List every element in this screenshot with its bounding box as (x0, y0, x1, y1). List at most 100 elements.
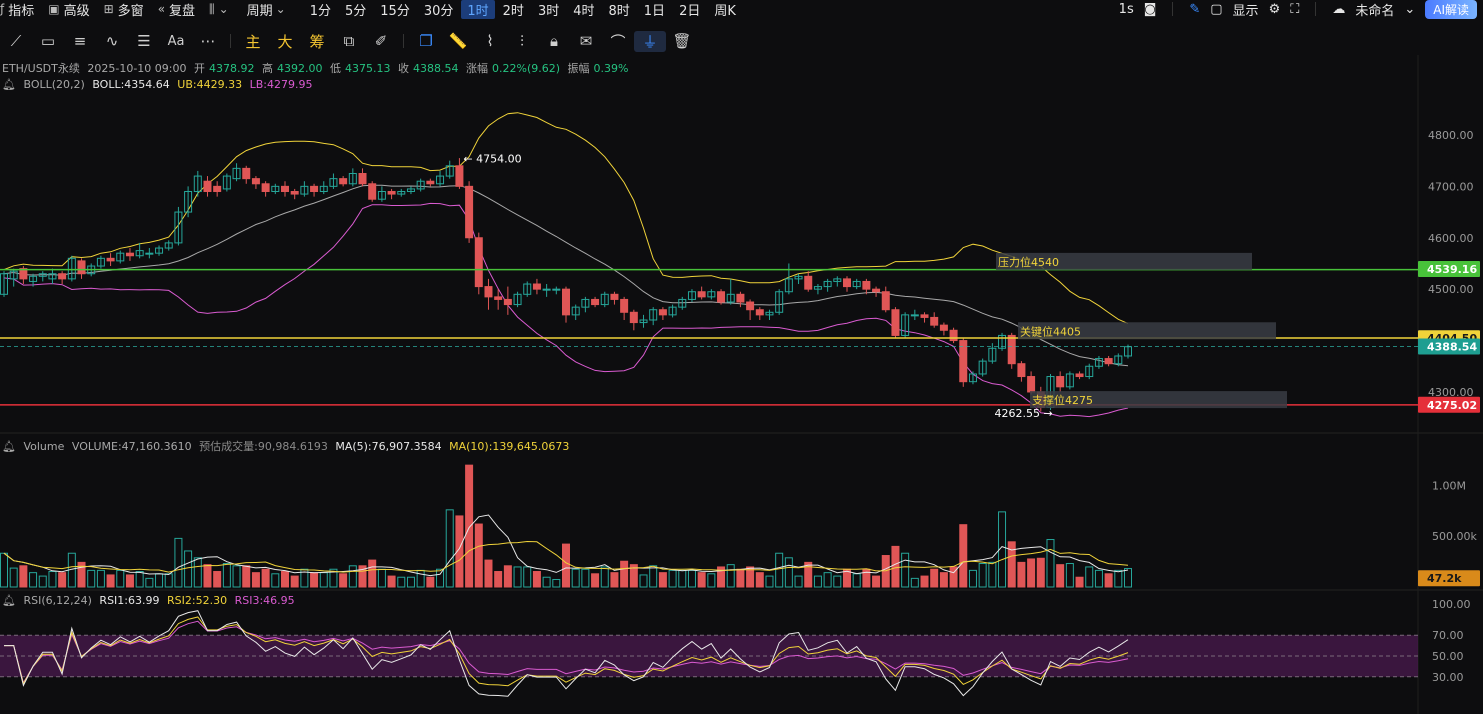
interval-tab-10[interactable]: 2日 (679, 3, 701, 19)
candle (794, 275, 803, 280)
candle (910, 314, 919, 317)
candle (290, 190, 299, 195)
note-icon[interactable]: ✉ (579, 32, 593, 50)
resistance-label: 压力位4540 (998, 255, 1059, 269)
interval-tab-1[interactable]: 5分 (345, 3, 367, 19)
boll-label[interactable]: BOLL(20,2) (23, 78, 85, 91)
interval-tab-9[interactable]: 1日 (643, 3, 666, 19)
lines-tool-icon[interactable]: ≡ (73, 32, 87, 50)
camera-icon[interactable]: ◙ (1143, 1, 1157, 17)
interval-tab-3[interactable]: 30分 (423, 3, 454, 19)
drawing-toolbar: ⟋ ▭ ≡ ∿ ☰ Aa ⋯ 主 大 筹 ⧉ ✐ ❐ 📏 ⌇ ⫶ 🔒︎ ✉ ⌒ … (0, 27, 1483, 55)
main-indicator-button[interactable]: 主 (245, 32, 261, 51)
interval-tab-2[interactable]: 15分 (380, 3, 410, 19)
volume-bar (290, 575, 299, 588)
text-tool-icon[interactable]: Aa (167, 33, 185, 49)
candle (474, 237, 483, 288)
bell-icon[interactable]: 🔔︎ (2, 440, 16, 453)
volume-bar (1114, 569, 1123, 588)
magnet-icon[interactable]: ⌒ (610, 32, 626, 51)
indicator-icon: ƒ (0, 2, 5, 16)
candle (0, 273, 8, 295)
bell-icon[interactable]: 🔔︎ (2, 594, 16, 607)
candle (503, 298, 512, 306)
rsi-label[interactable]: RSI(6,12,24) (23, 594, 92, 607)
line-tool-icon[interactable]: ⟋ (10, 32, 22, 50)
rect-tool-icon[interactable]: ▭ (40, 32, 56, 50)
lock-icon[interactable]: 🔒︎ (550, 32, 558, 50)
list-tool-icon[interactable]: ☰ (137, 32, 151, 50)
volume-bar (503, 565, 512, 588)
indicator-button[interactable]: ƒ 指标 (0, 0, 34, 19)
ruler-icon[interactable]: 📏 (448, 32, 468, 50)
ai-button[interactable]: AI解读 (1425, 0, 1477, 19)
candle (581, 298, 590, 308)
large-order-button[interactable]: 大 (277, 32, 293, 51)
volume-bar (465, 464, 474, 588)
volume-bar (426, 576, 435, 588)
interval-tab-5[interactable]: 2时 (502, 3, 524, 19)
candle (775, 291, 784, 313)
volume-bar (1065, 563, 1074, 588)
volume-bar (377, 568, 386, 588)
replay-button[interactable]: «复盘 (158, 0, 195, 19)
volume-bar (678, 569, 687, 588)
chevron-down-icon[interactable]: ⌄ (1404, 1, 1416, 17)
candle (135, 250, 144, 257)
candle (717, 291, 726, 303)
chart-type-button[interactable]: ⫼ ⌄ (209, 2, 233, 17)
layout-name[interactable]: 未命名 (1355, 3, 1395, 19)
interval-tab-4[interactable]: 1时 (461, 0, 495, 19)
top-bar: ƒ 指标 ▣ 高级 ⊞ 多窗 «复盘 ⫼ ⌄ 周期 ⌄ 1分 5分 15分 30分 1时 2时 3时 4… (0, 0, 1483, 19)
period-label: 周期 (246, 3, 273, 19)
candle (184, 190, 193, 213)
interval-tab-8[interactable]: 8时 (608, 3, 630, 19)
interval-tab-0[interactable]: 1分 (309, 3, 331, 19)
pen-icon[interactable]: ✐ (374, 32, 388, 50)
volume-bar (96, 569, 105, 588)
advanced-button[interactable]: ▣ 高级 (48, 0, 89, 19)
volume-ma10: MA(10):139,645.0673 (449, 440, 570, 453)
candle (1065, 373, 1074, 388)
chip-button[interactable]: 筹 (309, 32, 325, 51)
fullscreen-icon[interactable]: ⛶ (1290, 1, 1300, 17)
filter-icon[interactable]: ⏚ (634, 30, 666, 52)
edit-icon[interactable]: ⧉ (343, 32, 355, 50)
wave-tool-icon[interactable]: ∿ (105, 32, 119, 50)
interval-tab-11[interactable]: 周K (714, 3, 736, 19)
volume-bar (939, 572, 948, 588)
volume-bar (310, 572, 319, 588)
measure-icon[interactable]: ⌇ (486, 32, 494, 50)
rsi1-value: RSI1:63.99 (99, 594, 160, 607)
volume-label[interactable]: Volume (23, 440, 65, 453)
interval-tab-7[interactable]: 4时 (573, 3, 595, 19)
candle (649, 309, 658, 321)
volume-bar (222, 563, 231, 588)
more-icon[interactable]: ⋯ (200, 32, 216, 50)
period-button[interactable]: 周期 ⌄ (247, 0, 290, 19)
cloud-icon: ☁ (1332, 1, 1346, 17)
draw-icon[interactable]: ✎ (1189, 1, 1201, 17)
settings-icon[interactable]: ⚙ (1268, 1, 1281, 17)
candle (1017, 363, 1026, 378)
volume-bar (368, 559, 377, 588)
candle (930, 316, 939, 326)
template-icon[interactable]: ▢ (1210, 1, 1223, 17)
multi-window-button[interactable]: ⊞ 多窗 (104, 0, 144, 19)
volume-bar (474, 523, 483, 588)
volume-bar (687, 569, 696, 588)
volume-bar (436, 568, 445, 588)
realtime-interval[interactable]: 1s (1118, 1, 1134, 17)
candle (116, 252, 125, 262)
bars-icon[interactable]: ⫶ (520, 32, 524, 50)
candle (67, 257, 76, 280)
volume-bar (852, 573, 861, 588)
candle (242, 167, 251, 180)
interval-tab-6[interactable]: 3时 (537, 3, 560, 19)
volume-bar (998, 511, 1007, 588)
bell-icon[interactable]: 🔔︎ (2, 78, 16, 91)
trash-icon[interactable]: 🗑︎ (672, 32, 692, 50)
copy-icon[interactable]: ❐ (419, 32, 433, 50)
display-button[interactable]: 显示 (1232, 3, 1259, 19)
